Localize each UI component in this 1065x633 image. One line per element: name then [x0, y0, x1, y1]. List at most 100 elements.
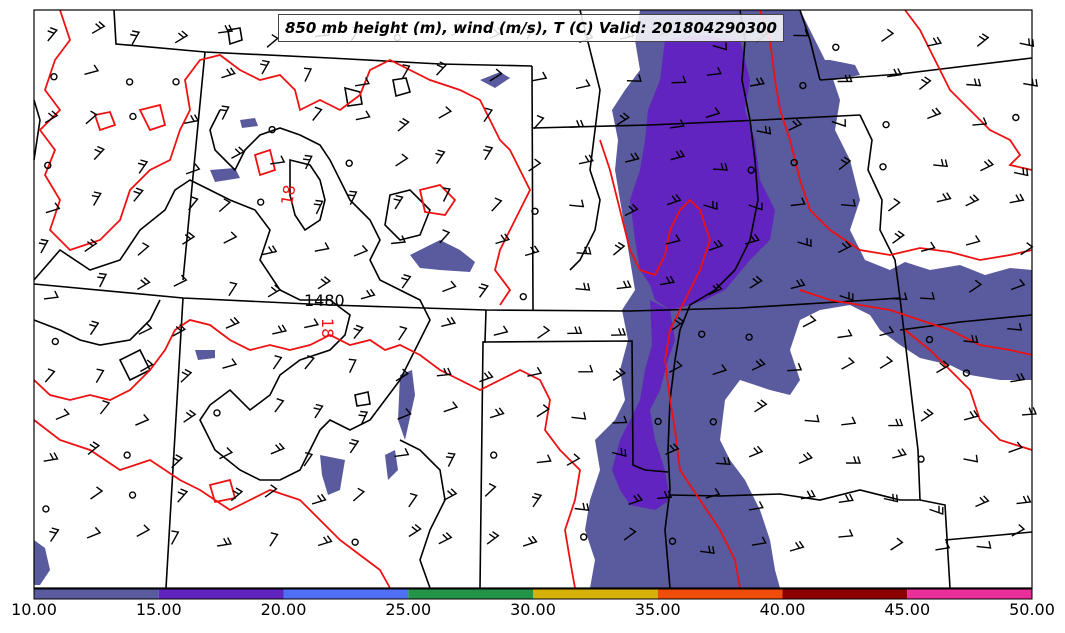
border-west-co-river — [33, 99, 41, 161]
wind-barb — [712, 162, 728, 171]
wind-barb — [712, 364, 728, 376]
wind-barb — [531, 492, 543, 508]
calm-wind-marker — [129, 112, 137, 121]
wind-barb — [438, 532, 453, 545]
wind-barb — [266, 34, 279, 48]
wind-barb — [314, 242, 330, 252]
wind-barb — [47, 27, 58, 42]
wind-barb — [137, 159, 149, 174]
colorbar-segment — [283, 589, 409, 599]
calm-wind-marker — [747, 166, 755, 174]
wind-barb — [963, 334, 979, 344]
wind-barb — [837, 329, 853, 339]
wind-barb — [927, 36, 943, 47]
calm-wind-marker — [51, 337, 59, 346]
wind-barb — [140, 359, 154, 373]
wind-barb — [216, 537, 232, 547]
border-ok-panhandle — [482, 340, 669, 473]
wind-barb — [624, 152, 640, 163]
wind-barb — [44, 110, 59, 124]
temperature-contours — [33, 9, 1033, 589]
wind-barb — [55, 408, 70, 421]
calm-wind-marker — [531, 207, 539, 215]
wind-barb — [881, 28, 895, 42]
wind-barb — [569, 199, 585, 208]
wind-barb — [269, 532, 279, 547]
wind-barb — [748, 501, 764, 511]
wind-barb — [892, 448, 907, 459]
wind-barb — [797, 237, 812, 248]
wind-barb — [708, 239, 724, 251]
height-contour-label: 1480 — [304, 291, 345, 310]
calm-wind-marker — [268, 125, 276, 134]
wind-barb — [313, 199, 324, 215]
wind-barb — [397, 117, 410, 132]
wind-barb — [317, 276, 332, 290]
border-east-right — [899, 314, 1033, 331]
wind-barb — [612, 415, 628, 424]
temp-contour-loop-3 — [138, 103, 167, 132]
wind-barb — [479, 371, 494, 383]
calm-wind-marker — [50, 72, 58, 81]
colorbar-segment — [782, 589, 908, 599]
wind-barb — [838, 493, 854, 503]
wind-barb — [537, 325, 551, 339]
wind-barb — [137, 277, 151, 291]
colorbar-tick-label: 25.00 — [385, 600, 432, 619]
calm-wind-marker — [213, 409, 221, 417]
wind-barb — [44, 368, 56, 383]
shading-small-6 — [240, 118, 258, 128]
map-title: 850 mb height (m), wind (m/s), T (C) Val… — [278, 14, 784, 42]
wind-barb — [933, 158, 949, 168]
wind-barb — [303, 451, 314, 467]
colorbar-segment — [907, 589, 1032, 599]
border-wy-east — [531, 65, 534, 311]
calm-wind-marker — [832, 43, 840, 52]
wind-barb — [173, 274, 188, 287]
wind-barb — [965, 194, 980, 207]
core-north-band — [630, 35, 775, 310]
wind-barb — [136, 524, 151, 538]
calm-wind-marker — [345, 159, 353, 167]
wind-barb — [1011, 523, 1026, 537]
wind-barb — [802, 314, 817, 328]
wind-barb — [188, 196, 199, 211]
wind-barb — [272, 324, 288, 335]
wind-barb — [84, 64, 100, 75]
wind-barb — [920, 292, 936, 300]
wind-barb — [493, 325, 509, 336]
wind-barb — [89, 320, 100, 336]
colorbar-tick-label: 20.00 — [260, 600, 307, 619]
wind-barb — [352, 487, 366, 502]
wind-barb — [133, 187, 144, 202]
colorbar-tick-label: 45.00 — [884, 600, 931, 619]
calm-wind-marker — [879, 163, 887, 171]
wind-barb — [841, 199, 857, 207]
wind-barb — [442, 187, 451, 202]
wind-barb — [219, 105, 230, 120]
wind-barb — [964, 410, 979, 421]
wind-barb — [174, 30, 189, 44]
height-contour-loop-3 — [392, 77, 411, 98]
calm-wind-marker — [962, 369, 971, 377]
wind-barb — [790, 278, 806, 290]
border-ks-east — [899, 297, 921, 501]
wind-barb — [397, 408, 412, 420]
wind-barb — [38, 238, 49, 254]
wind-barb — [536, 454, 552, 464]
wind-barb — [170, 530, 180, 545]
wind-barb — [712, 42, 728, 51]
wind-barb — [358, 410, 369, 426]
wind-barb — [749, 275, 763, 289]
calm-wind-marker — [925, 335, 934, 344]
wind-barb — [398, 325, 408, 341]
wind-barb — [927, 107, 942, 120]
wind-barb — [612, 368, 626, 381]
wind-barb — [1013, 167, 1029, 177]
wind-barb — [528, 158, 542, 172]
wind-barb — [445, 452, 456, 467]
wind-barb — [312, 106, 323, 121]
calm-wind-marker — [1012, 113, 1020, 122]
wind-barb — [443, 401, 459, 413]
